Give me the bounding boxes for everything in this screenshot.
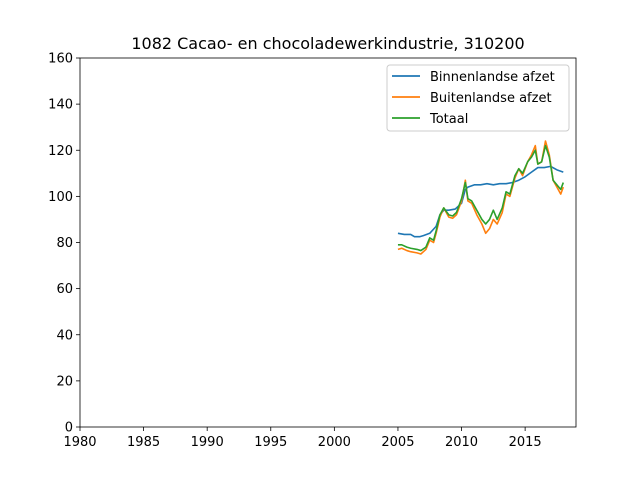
- y-tick-label: 0: [65, 421, 73, 436]
- x-tick-label: 2010: [445, 435, 478, 450]
- y-tick-label: 20: [56, 374, 73, 389]
- x-tick-label: 1990: [191, 435, 224, 450]
- legend-label: Buitenlandse afzet: [430, 91, 552, 106]
- y-axis: 0 20 40 60 80 100 120 140 160: [48, 52, 80, 436]
- y-tick-label: 80: [56, 236, 73, 251]
- x-tick-label: 1980: [63, 435, 96, 450]
- series-line-totaal: [397, 144, 565, 252]
- x-tick-label: 2000: [318, 435, 351, 450]
- y-tick-label: 100: [48, 190, 73, 205]
- legend-label: Binnenlandse afzet: [430, 70, 555, 85]
- chart-title: 1082 Cacao- en chocoladewerkindustrie, 3…: [131, 34, 524, 53]
- y-tick-label: 120: [48, 144, 73, 159]
- series-layer: [397, 140, 565, 255]
- x-tick-label: 2005: [381, 435, 414, 450]
- legend-label: Totaal: [429, 112, 468, 127]
- legend: Binnenlandse afzet Buitenlandse afzet Tota…: [386, 64, 570, 132]
- y-tick-label: 160: [48, 52, 73, 67]
- y-tick-label: 140: [48, 98, 73, 113]
- legend-box: [386, 64, 570, 132]
- x-axis: 1980 1985 1990 1995 2000 2005 2010 2015: [63, 427, 542, 450]
- y-tick-label: 60: [56, 282, 73, 297]
- x-tick-label: 1995: [254, 435, 287, 450]
- x-tick-label: 1985: [127, 435, 160, 450]
- series-line-binnenlandse-afzet: [397, 165, 564, 238]
- y-tick-label: 40: [56, 328, 73, 343]
- x-tick-label: 2015: [509, 435, 542, 450]
